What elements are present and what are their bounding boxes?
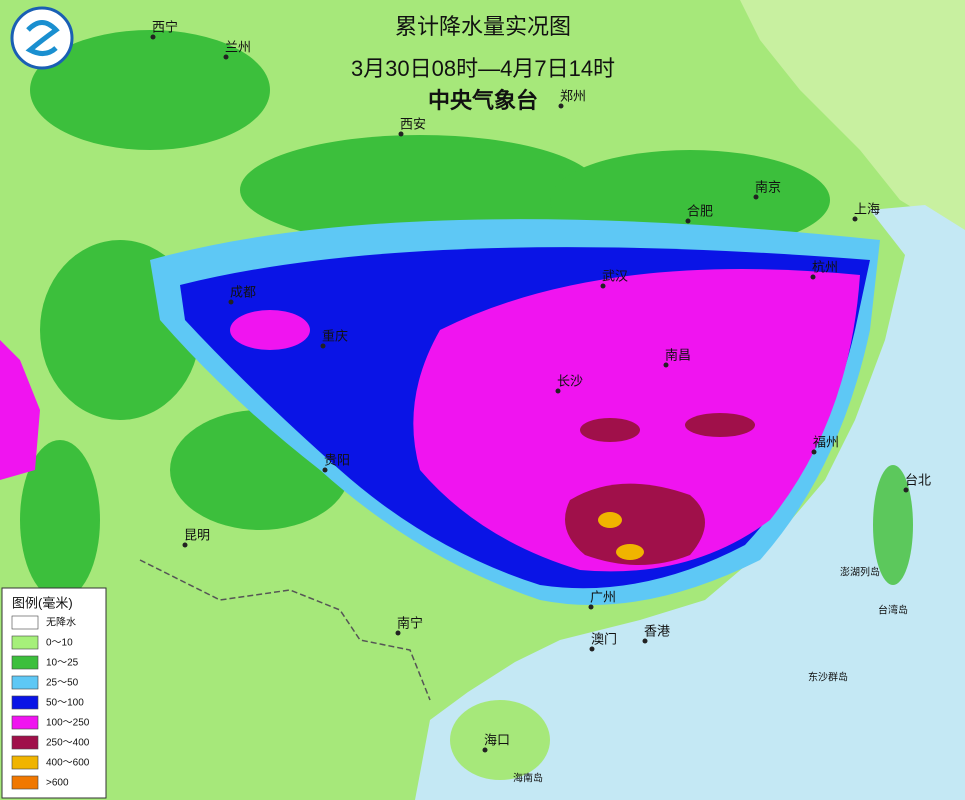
legend-label: 10～25 — [46, 658, 79, 669]
city-label: 杭州 — [812, 259, 838, 274]
city-label: 东沙群岛 — [808, 671, 848, 684]
rain-100-250 — [413, 269, 860, 572]
city-label: 成都 — [230, 284, 256, 299]
city-label: 香港 — [644, 623, 670, 638]
city-label: 昆明 — [184, 527, 210, 542]
city-label: 澎湖列岛 — [840, 566, 880, 579]
rain-400-600 — [616, 544, 644, 560]
legend-label: 50～100 — [46, 698, 84, 709]
city-label: 合肥 — [687, 203, 713, 218]
city-dot — [589, 646, 595, 652]
city-label: 台北 — [905, 472, 931, 487]
city-dot — [685, 218, 691, 224]
city-dot — [228, 299, 234, 305]
city-dot — [482, 747, 488, 753]
city-label: 海南岛 — [513, 772, 543, 785]
border — [139, 559, 431, 701]
city-label: 上海 — [854, 201, 880, 216]
legend-swatch — [11, 715, 39, 730]
sea — [415, 205, 965, 800]
city-dot — [903, 487, 909, 493]
legend-label: 0～10 — [46, 638, 73, 649]
legend-swatch — [11, 615, 39, 630]
agency: 中央气象台 — [428, 88, 538, 113]
rain-250-400 — [685, 413, 755, 437]
city-dot — [182, 542, 188, 548]
city-dot — [753, 194, 759, 200]
legend-swatch — [11, 695, 39, 710]
city-label: 贵阳 — [324, 452, 350, 467]
city-label: 南昌 — [665, 347, 691, 362]
city-dot — [588, 604, 594, 610]
rain-100-250 — [0, 340, 40, 480]
city-dot — [322, 467, 328, 473]
city-label: 兰州 — [225, 39, 251, 54]
city-label: 武汉 — [602, 268, 628, 283]
city-label: 澳门 — [591, 631, 617, 646]
legend-label: 100～250 — [46, 718, 90, 729]
city-dot — [663, 362, 669, 368]
legend-label: 25～50 — [46, 678, 79, 689]
logo-mark — [25, 20, 60, 56]
legend-title: 图例(毫米) — [12, 595, 73, 610]
city-label: 海口 — [484, 732, 510, 747]
city-dot — [150, 34, 156, 40]
city-label: 台湾岛 — [878, 604, 908, 617]
legend-swatch — [11, 655, 39, 670]
city-dot — [642, 638, 648, 644]
legend-swatch — [11, 755, 39, 770]
city-label: 福州 — [813, 434, 839, 449]
city-label: 广州 — [590, 589, 616, 604]
city-dot — [600, 283, 606, 289]
city-dot — [810, 274, 816, 280]
rain-400-600 — [598, 512, 622, 528]
city-dot — [223, 54, 229, 60]
city-label: 西宁 — [152, 19, 178, 34]
legend-label: 250～400 — [46, 738, 90, 749]
period: 3月30日08时—4月7日14时 — [351, 56, 615, 81]
city-dot — [811, 449, 817, 455]
legend-swatch — [11, 735, 39, 750]
city-dot — [852, 216, 858, 222]
legend-swatch — [11, 675, 39, 690]
city-label: 长沙 — [557, 373, 583, 388]
city-label: 郑州 — [560, 88, 586, 103]
city-dot — [320, 343, 326, 349]
legend-label: >600 — [46, 778, 69, 789]
legend-label: 无降水 — [46, 616, 76, 629]
city-label: 重庆 — [322, 328, 348, 343]
title: 累计降水量实况图 — [395, 14, 571, 39]
hainan — [450, 700, 550, 780]
rain-250-400 — [580, 418, 640, 442]
taiwan — [873, 465, 913, 585]
city-dot — [558, 103, 564, 109]
city-label: 南宁 — [397, 615, 423, 630]
city-dot — [395, 630, 401, 636]
legend-swatch — [11, 775, 39, 790]
city-dot — [555, 388, 561, 394]
rain-250-400 — [565, 483, 705, 565]
legend-label: 400～600 — [46, 758, 90, 769]
city-dot — [398, 131, 404, 137]
north-east-land — [740, 0, 965, 240]
city-label: 南京 — [755, 179, 781, 194]
rain-100-250 — [230, 310, 310, 350]
legend-swatch — [11, 635, 39, 650]
city-label: 西安 — [400, 116, 426, 131]
